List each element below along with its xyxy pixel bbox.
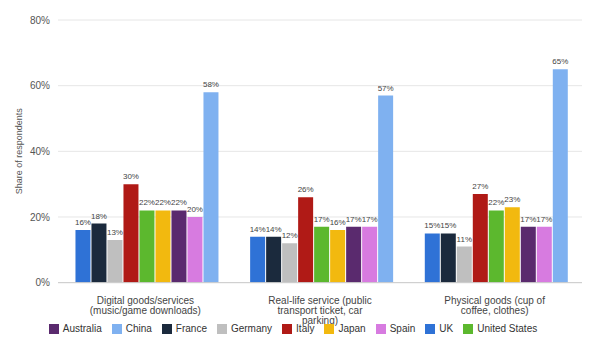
svg-text:0%: 0% <box>36 277 51 288</box>
svg-text:16%: 16% <box>75 218 91 227</box>
svg-text:22%: 22% <box>488 198 504 207</box>
svg-text:22%: 22% <box>155 198 171 207</box>
svg-text:Digital goods/services(music/g: Digital goods/services(music/game downlo… <box>90 295 201 316</box>
svg-text:40%: 40% <box>30 146 50 157</box>
svg-text:17%: 17% <box>520 215 536 224</box>
svg-text:16%: 16% <box>330 218 346 227</box>
svg-text:22%: 22% <box>171 198 187 207</box>
svg-text:15%: 15% <box>424 221 440 230</box>
svg-text:20%: 20% <box>30 212 50 223</box>
svg-text:57%: 57% <box>378 84 394 93</box>
svg-text:80%: 80% <box>30 15 50 26</box>
svg-text:60%: 60% <box>30 80 50 91</box>
svg-text:17%: 17% <box>362 215 378 224</box>
svg-text:30%: 30% <box>123 172 139 181</box>
svg-text:13%: 13% <box>107 228 123 237</box>
svg-text:Real-life service (publictrans: Real-life service (publictransport ticke… <box>268 295 371 326</box>
svg-text:15%: 15% <box>440 221 456 230</box>
svg-text:20%: 20% <box>187 205 203 214</box>
svg-text:12%: 12% <box>282 231 298 240</box>
svg-text:23%: 23% <box>504 195 520 204</box>
svg-text:65%: 65% <box>552 57 568 66</box>
svg-text:14%: 14% <box>266 225 282 234</box>
svg-text:18%: 18% <box>91 212 107 221</box>
svg-text:Physical goods (cup ofcoffee,: Physical goods (cup ofcoffee, clothes) <box>444 295 545 316</box>
svg-text:Share of respondents: Share of respondents <box>14 108 24 195</box>
svg-text:27%: 27% <box>472 182 488 191</box>
svg-text:17%: 17% <box>536 215 552 224</box>
svg-text:58%: 58% <box>203 80 219 89</box>
svg-text:11%: 11% <box>457 235 472 244</box>
svg-text:17%: 17% <box>314 215 330 224</box>
svg-text:14%: 14% <box>250 225 266 234</box>
svg-text:17%: 17% <box>346 215 362 224</box>
svg-text:22%: 22% <box>139 198 155 207</box>
svg-text:26%: 26% <box>298 185 314 194</box>
